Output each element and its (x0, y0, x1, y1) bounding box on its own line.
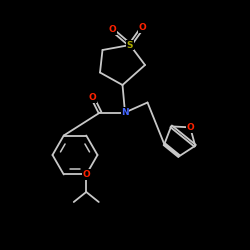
Text: O: O (186, 123, 194, 132)
Text: O: O (82, 170, 90, 179)
Text: O: O (88, 93, 96, 102)
Text: O: O (138, 23, 146, 32)
Text: S: S (127, 40, 133, 50)
Text: N: N (121, 108, 129, 117)
Text: O: O (108, 26, 116, 35)
